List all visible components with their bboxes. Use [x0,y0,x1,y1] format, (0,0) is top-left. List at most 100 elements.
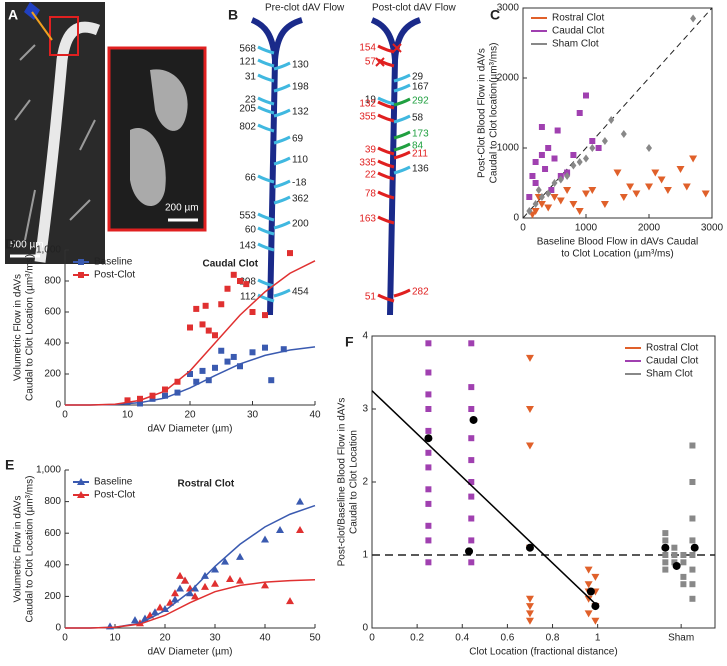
point [243,281,250,288]
point [689,442,696,449]
point [468,537,475,544]
flow-label: 57 [365,57,377,68]
point [537,201,546,208]
panel-label: F [345,334,354,350]
point [662,530,669,537]
plot-frame [522,7,713,219]
flow-label: 66 [245,173,257,184]
flow-label: 132 [359,99,376,110]
point [230,271,237,278]
clot-marker [24,2,40,20]
branch [273,61,291,71]
point [201,571,209,579]
x-tick-label: 50 [309,633,321,644]
point [124,397,131,404]
point [425,340,432,347]
y-tick-label: 3000 [497,3,520,14]
point [645,183,653,191]
point [657,176,666,184]
point [425,391,432,398]
point [662,559,669,566]
point [532,159,539,165]
mean-point [465,547,474,556]
point [162,386,168,393]
point [601,137,608,145]
point [680,581,687,588]
point [193,305,200,312]
point [613,169,622,177]
y-axis-label: Post-clot/Baseline Blood Flow in dAVs [337,398,348,567]
point [425,559,432,566]
panel-label: A [8,7,18,23]
flow-label: 22 [365,170,377,181]
flow-label: 110 [292,155,308,166]
flow-label: 58 [412,113,424,124]
branch [257,73,275,83]
legend-marker [78,272,84,278]
trunk [250,17,278,61]
point [576,110,583,116]
panel-label: E [5,457,14,473]
point [205,377,212,384]
point [171,589,179,597]
flow-label: 163 [359,214,376,225]
point [662,552,669,558]
fit-line [65,579,316,629]
flow-label: 167 [412,82,429,93]
point [532,180,539,186]
point [576,158,583,166]
flow-label: 130 [292,60,309,71]
branch [273,83,291,93]
point [468,493,475,500]
point [646,144,652,152]
x-tick-label: 10 [122,410,134,421]
y-axis-label: Caudal to Clot location(µm³/ms) [489,43,500,184]
y-tick-label: 600 [44,307,61,318]
point [212,332,218,339]
x-tick-label: 10 [109,633,121,644]
y-tick-label: 400 [44,559,61,570]
point [526,207,533,215]
x-axis-label: Baseline Blood Flow in dAVs Caudal [537,237,699,248]
pre-title: Pre-clot dAV Flow [265,3,345,14]
point [588,187,597,194]
legend-marker [78,259,84,265]
branch [377,293,395,303]
point [584,566,593,574]
point [620,130,627,138]
point [276,526,284,534]
point [671,559,678,566]
y-tick-label: 200 [44,591,61,602]
point [224,358,231,365]
y-tick-label: 2 [362,477,368,488]
point [262,344,268,351]
legend-marker [77,478,85,485]
point [468,457,475,464]
point [287,250,293,257]
x-axis-label: dAV Diameter (µm) [147,424,232,435]
point [193,378,200,385]
legend-label: Baseline [94,477,133,488]
point [425,449,432,456]
mean-point [586,587,595,596]
point [226,575,234,583]
flow-label: 112 [240,292,256,303]
plot-frame [371,335,716,629]
point [563,187,572,194]
legend-label: Caudal Clot [552,26,604,37]
branch [257,174,275,184]
point [131,616,139,624]
legend-label: Caudal Clot [646,356,698,367]
flow-label: 154 [359,43,376,54]
point [680,573,687,580]
point [237,278,243,284]
point [199,321,206,328]
branch [257,123,275,133]
clot-x [392,43,402,53]
x-tick-label: 0.6 [500,633,514,644]
point [186,589,194,597]
point [468,435,475,442]
x-tick-label: 0 [369,633,375,644]
point [525,595,534,603]
y-tick-label: 0 [55,623,61,634]
